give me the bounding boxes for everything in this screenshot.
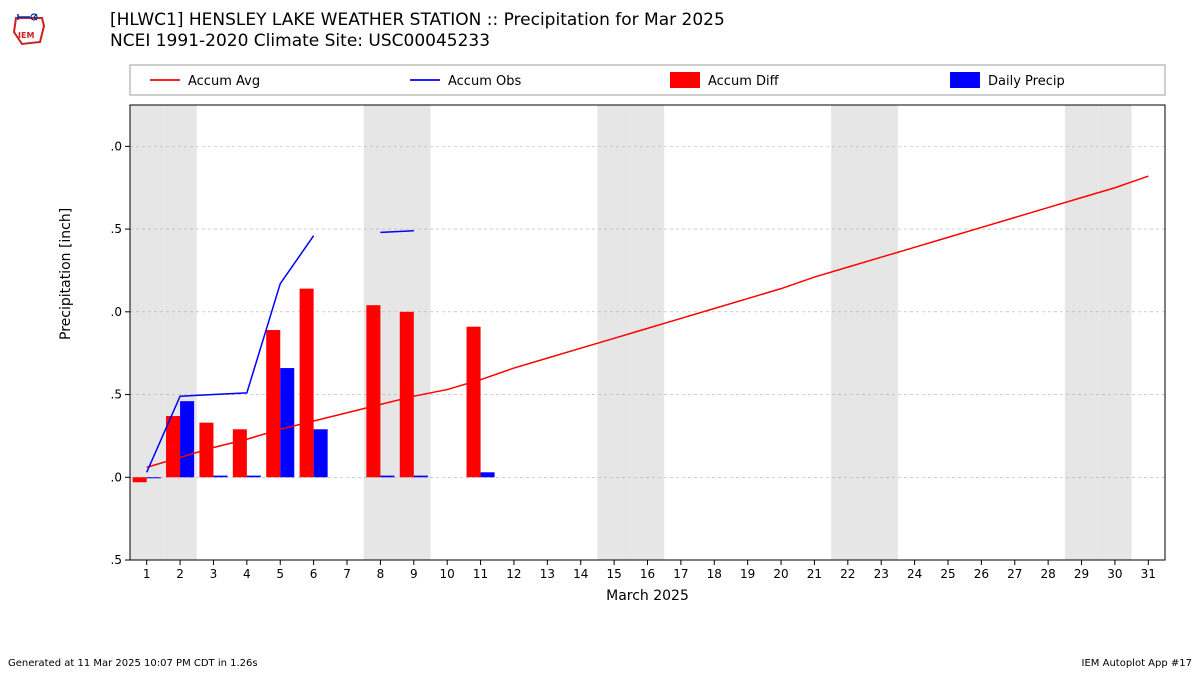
svg-text:-0.5: -0.5 (110, 553, 122, 567)
svg-text:IEM: IEM (18, 31, 34, 40)
svg-text:8: 8 (377, 567, 385, 581)
svg-text:21: 21 (807, 567, 822, 581)
title-line1: [HLWC1] HENSLEY LAKE WEATHER STATION :: … (110, 10, 725, 31)
title-line2: NCEI 1991-2020 Climate Site: USC00045233 (110, 31, 725, 52)
svg-text:1.0: 1.0 (110, 305, 122, 319)
svg-text:22: 22 (840, 567, 855, 581)
svg-text:27: 27 (1007, 567, 1022, 581)
svg-text:20: 20 (773, 567, 788, 581)
svg-text:6: 6 (310, 567, 318, 581)
svg-text:31: 31 (1141, 567, 1156, 581)
svg-text:11: 11 (473, 567, 488, 581)
svg-text:Accum Obs: Accum Obs (448, 74, 521, 89)
svg-text:0.0: 0.0 (110, 470, 122, 484)
svg-text:10: 10 (440, 567, 455, 581)
svg-text:2: 2 (176, 567, 184, 581)
svg-text:23: 23 (874, 567, 889, 581)
svg-text:1: 1 (143, 567, 151, 581)
svg-text:2.0: 2.0 (110, 139, 122, 153)
svg-text:26: 26 (974, 567, 989, 581)
svg-text:24: 24 (907, 567, 922, 581)
svg-text:13: 13 (540, 567, 555, 581)
svg-text:17: 17 (673, 567, 688, 581)
chart-title: [HLWC1] HENSLEY LAKE WEATHER STATION :: … (110, 10, 725, 53)
svg-text:16: 16 (640, 567, 655, 581)
y-axis-label: Precipitation [inch] (58, 208, 74, 340)
svg-text:March 2025: March 2025 (606, 588, 689, 604)
footer-generated: Generated at 11 Mar 2025 10:07 PM CDT in… (8, 658, 258, 669)
svg-text:3: 3 (210, 567, 218, 581)
svg-text:Accum Avg: Accum Avg (188, 74, 260, 89)
svg-text:1.5: 1.5 (110, 222, 122, 236)
svg-text:18: 18 (707, 567, 722, 581)
svg-text:9: 9 (410, 567, 418, 581)
iem-logo: IEM (8, 8, 50, 50)
svg-text:4: 4 (243, 567, 251, 581)
svg-text:14: 14 (573, 567, 588, 581)
footer-app: IEM Autoplot App #17 (1082, 658, 1192, 669)
svg-text:28: 28 (1041, 567, 1056, 581)
svg-text:15: 15 (606, 567, 621, 581)
svg-text:29: 29 (1074, 567, 1089, 581)
svg-text:12: 12 (506, 567, 521, 581)
svg-text:30: 30 (1107, 567, 1122, 581)
svg-text:0.5: 0.5 (110, 388, 122, 402)
svg-text:5: 5 (276, 567, 284, 581)
svg-text:25: 25 (940, 567, 955, 581)
svg-text:Daily Precip: Daily Precip (988, 74, 1065, 89)
svg-text:7: 7 (343, 567, 351, 581)
svg-text:Accum Diff: Accum Diff (708, 74, 780, 89)
precipitation-chart: -0.50.00.51.01.52.0123456789101112131415… (110, 60, 1170, 620)
svg-text:19: 19 (740, 567, 755, 581)
